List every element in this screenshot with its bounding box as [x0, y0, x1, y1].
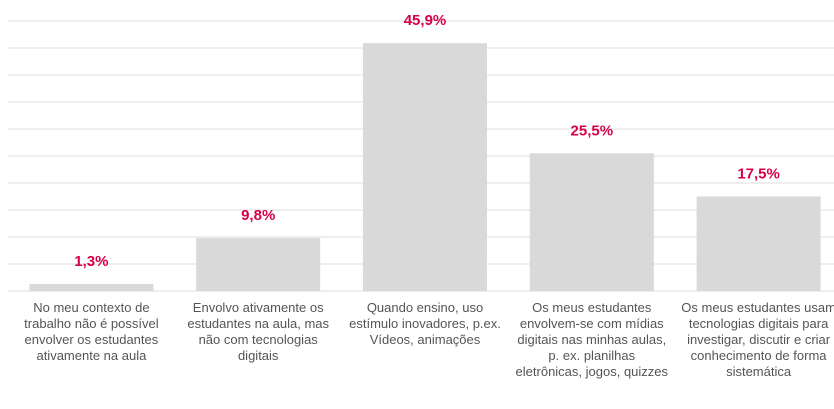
value-label: 1,3% — [74, 253, 108, 270]
value-label: 17,5% — [737, 165, 780, 182]
value-label: 45,9% — [404, 12, 447, 29]
bar — [696, 196, 821, 291]
x-tick-label: Quando ensino, uso estímulo inovadores, p… — [349, 300, 501, 347]
value-label: 25,5% — [571, 122, 614, 139]
x-tick-label: Os meus estudantes usam tecnologias digit… — [681, 300, 834, 379]
x-tick-label: Envolvo ativamente os estudantes na aula,… — [187, 300, 329, 363]
value-label: 9,8% — [241, 207, 275, 224]
bar — [363, 43, 487, 291]
bar — [196, 238, 321, 291]
bar — [29, 283, 154, 291]
x-tick-label: No meu contexto de trabalho não é possíve… — [24, 300, 159, 363]
x-tick-label: Os meus estudantes envolvem-se com mídias… — [516, 300, 669, 379]
bar — [529, 153, 654, 291]
